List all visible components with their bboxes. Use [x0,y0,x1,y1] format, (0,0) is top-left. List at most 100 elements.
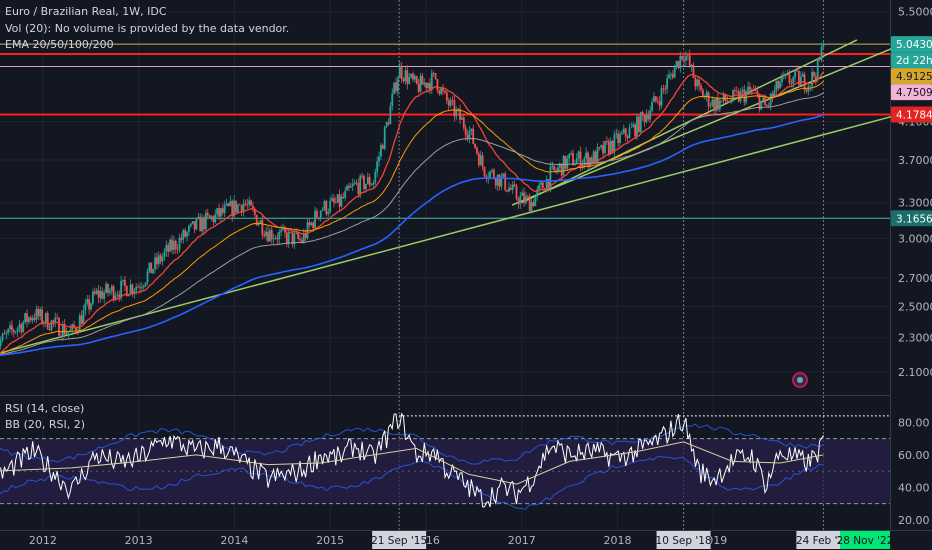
candle-body [118,294,121,298]
candle-body [206,212,209,216]
candle-body [600,145,603,148]
candle-body [161,256,164,262]
candle-body [398,65,401,79]
bb-basis-line [0,441,824,485]
candle-body [359,175,362,194]
horizontal-levels [0,43,890,219]
trendline [0,113,901,354]
candle-body [178,237,181,250]
candle-body [660,88,663,106]
candle-body [798,70,800,86]
price-tick-label: 3.3000 [898,197,932,210]
rsi-panel [0,412,890,510]
candle-body [193,221,196,230]
candle-body [240,205,243,213]
candle-body [139,286,141,289]
candle-body [165,245,168,252]
candle-body [624,128,627,137]
candle-body [528,196,531,212]
date-marker-badge [372,531,427,549]
candle-body [381,145,384,149]
candle-body [78,315,81,332]
candle-body [363,175,365,190]
candle-body [470,128,473,131]
candle-body [124,279,126,286]
candles [0,40,825,350]
candle-body [389,106,392,125]
symbol-legend: Euro / Brazilian Real, 1W, IDC [5,5,167,18]
candle-body [186,232,188,237]
candle-body [585,152,588,159]
candle-body [355,182,358,184]
price-label-text: 5.0430 [896,39,932,51]
candle-body [235,200,237,213]
candle-body [396,78,399,92]
candle-body [116,294,119,296]
candle-body [289,231,292,233]
candle-body [607,141,610,154]
candle-body [816,58,819,80]
candle-body [474,143,476,148]
candle-body [317,217,320,219]
candle-body [349,186,352,188]
candle-body [26,313,28,323]
candle-body [472,128,475,144]
candle-body [468,130,471,139]
candle-body [33,317,36,320]
price-label-text: 3.1656 [896,213,932,225]
candle-body [758,94,761,110]
candle-body [142,285,145,288]
candle-body [299,238,301,240]
candle-body [773,90,776,98]
candle-body [393,82,396,94]
candle-body [671,74,674,78]
time-tick-label: 2015 [316,534,344,547]
candle-body [253,209,256,215]
candle-body [131,284,134,294]
candle-body [421,75,424,85]
rsi-tick-label: 40.00 [898,481,930,494]
candle-body [412,73,414,80]
candle-body [344,190,347,198]
candle-body [814,76,817,80]
candle-body [112,286,115,300]
price-label-badge [891,68,932,85]
candle-body [267,231,269,242]
candle-body [449,99,452,106]
candle-body [675,60,678,68]
candle-body [191,221,194,224]
candle-body [69,329,72,332]
candle-body [152,269,155,274]
candle-body [686,55,689,57]
candle-body [464,127,467,136]
candle-body [536,189,539,197]
candle-body [255,214,258,226]
candle-body [114,295,117,300]
candle-body [12,330,15,333]
candle-body [813,71,815,77]
candle-body [329,200,332,212]
candle-body [726,101,729,102]
settings-gear-icon[interactable] [792,372,808,388]
candle-body [316,210,318,218]
candle-body [268,230,271,242]
ema-50-line [0,81,824,355]
candle-body [297,232,300,239]
candle-body [383,126,386,149]
candle-body [760,100,763,110]
ema-20-line [0,71,824,354]
candle-body [506,190,508,192]
candle-body [630,126,633,128]
candle-body [438,90,441,94]
volume-legend: Vol (20): No volume is provided by the d… [5,22,290,35]
candle-body [669,74,672,75]
candle-body [696,79,699,87]
candle-body [632,124,635,127]
candle-body [103,292,106,299]
rsi-legend: RSI (14, close) [5,402,85,415]
candle-body [523,192,525,203]
candle-body [197,216,200,219]
candle-body [701,89,704,98]
price-label-badge [891,210,932,227]
